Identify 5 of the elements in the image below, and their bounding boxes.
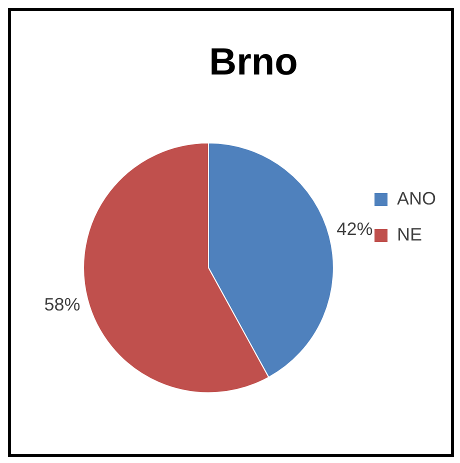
- data-label: 42%: [336, 219, 373, 240]
- legend-label: NE: [396, 224, 422, 244]
- legend-label: ANO: [396, 188, 436, 208]
- chart-title: Brno: [209, 41, 298, 84]
- data-label: 58%: [44, 294, 80, 314]
